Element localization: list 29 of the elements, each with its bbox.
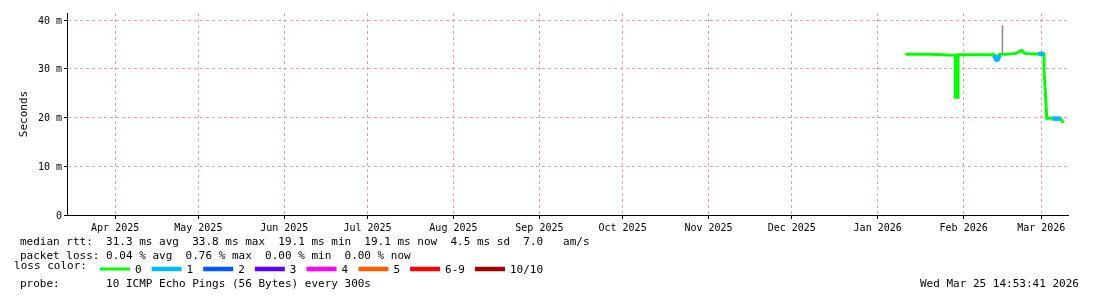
x-tick-label: Nov 2025 xyxy=(684,222,733,233)
x-tick-label: Aug 2025 xyxy=(429,222,478,233)
y-tick-label: 30 m xyxy=(37,63,62,75)
legend-label: 10/10 xyxy=(509,263,544,277)
x-tick-label: Sep 2025 xyxy=(515,222,564,233)
x-tick-label: May 2025 xyxy=(174,222,223,233)
y-tick-label: 0 xyxy=(55,209,62,221)
y-axis-title: Seconds xyxy=(16,90,30,138)
y-tick-label: 10 m xyxy=(37,160,62,172)
legend-label: 0 xyxy=(134,263,142,277)
text: probe: 10 ICMP Echo Pings (56 Bytes) every 300s xyxy=(20,277,371,290)
x-tick-label: Jun 2025 xyxy=(260,222,309,233)
legend-label: 4 xyxy=(341,263,349,277)
x-tick-label: Jul 2025 xyxy=(343,222,392,233)
x-tick-label: Feb 2026 xyxy=(939,222,988,233)
legend-label: 3 xyxy=(289,263,297,277)
y-tick-label: 20 m xyxy=(37,112,62,124)
y-tick-label: 40 m xyxy=(37,14,62,26)
legend-label: 2 xyxy=(238,263,245,277)
x-tick-label: Apr 2025 xyxy=(91,222,140,233)
text: median rtt: 31.3 ms avg 33.8 ms max 19.1 ms min 19.1 ms now 4.5 ms sd 7.0 am/s xyxy=(20,235,590,248)
legend-label: 5 xyxy=(393,263,401,277)
text: Wed Mar 25 14:53:41 2026 xyxy=(920,277,1079,290)
legend-label: 6-9 xyxy=(445,263,465,277)
x-tick-label: Mar 2026 xyxy=(1017,222,1066,233)
x-tick-label: Dec 2025 xyxy=(767,222,816,233)
x-tick-label: Jan 2026 xyxy=(853,222,902,233)
legend-label: 1 xyxy=(186,263,194,277)
x-tick-label: Oct 2025 xyxy=(598,222,647,233)
